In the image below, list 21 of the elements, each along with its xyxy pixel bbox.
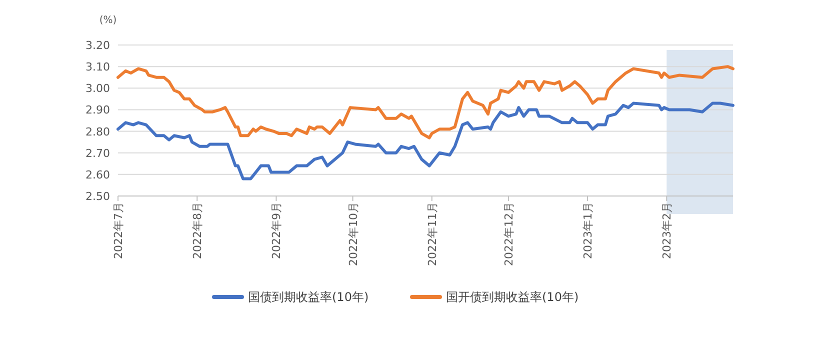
x-tick-label: 2022年12月	[502, 202, 516, 266]
line-series	[116, 65, 734, 140]
x-tick-label: 2022年10月	[346, 202, 360, 266]
y-tick-label: 2.90	[86, 104, 110, 117]
y-tick-label: 3.00	[86, 82, 110, 96]
y-tick-label: 2.50	[86, 190, 110, 203]
x-tick-label: 2023年1月	[582, 202, 595, 259]
x-tick-label: 2022年9月	[270, 202, 284, 259]
line-series	[116, 102, 734, 180]
x-tick-label: 2023年2月	[660, 202, 674, 259]
y-tick-label: 2.80	[86, 125, 110, 138]
x-tick-label: 2022年7月	[112, 202, 125, 259]
legend-label: 国债到期收益率(10年)	[248, 290, 369, 304]
y-tick-label: 2.60	[86, 168, 110, 182]
y-tick-label: 2.70	[86, 146, 110, 160]
y-tick-label: 3.10	[86, 60, 110, 74]
y-axis-title: (%)	[99, 15, 117, 26]
legend-label: 国开债到期收益率(10年)	[446, 290, 579, 304]
x-tick-label: 2022年11月	[426, 202, 439, 266]
y-tick-label: 3.20	[86, 39, 110, 52]
x-tick-label: 2022年8月	[191, 202, 204, 259]
